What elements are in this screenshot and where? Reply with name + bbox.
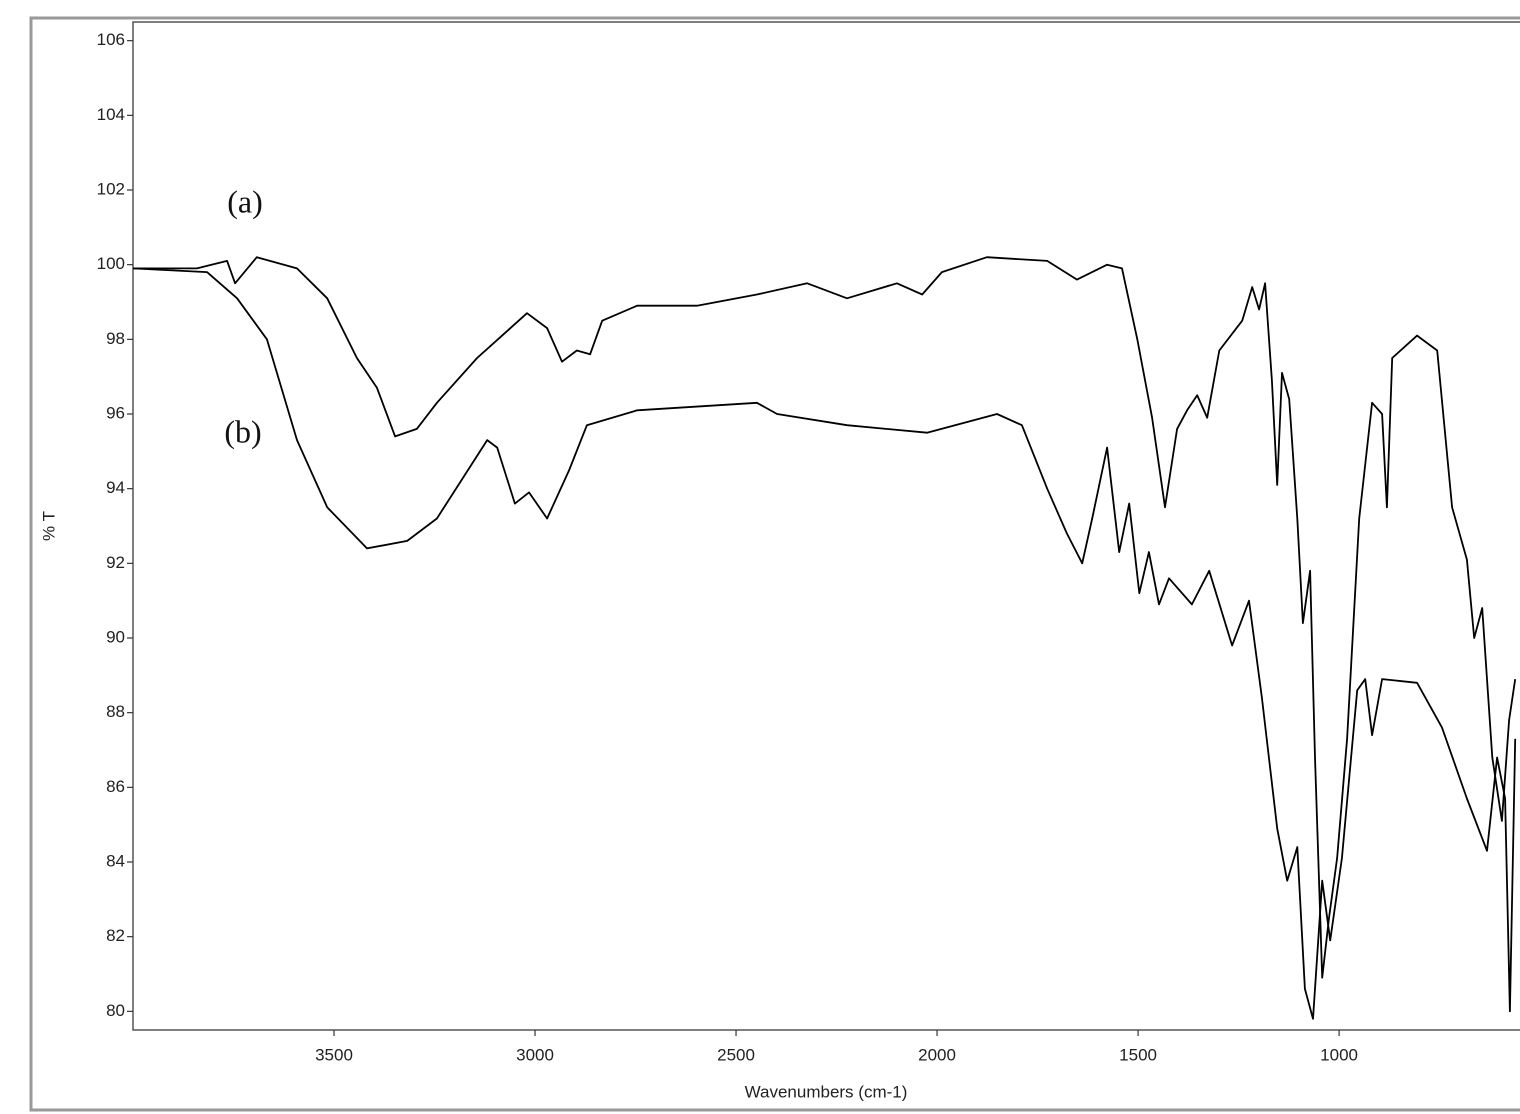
x-tick-label: 1000 xyxy=(1320,1045,1358,1064)
x-tick-label: 2500 xyxy=(717,1045,755,1064)
y-tick-label: 92 xyxy=(106,553,125,572)
y-axis-label: % T xyxy=(39,511,58,541)
y-tick-label: 82 xyxy=(106,926,125,945)
y-tick-label: 96 xyxy=(106,403,125,422)
x-tick-label: 2000 xyxy=(918,1045,956,1064)
y-tick-label: 100 xyxy=(97,254,125,273)
y-tick-label: 106 xyxy=(97,30,125,49)
spectrum-line xyxy=(132,267,1517,1020)
series-label: (b) xyxy=(224,413,261,449)
y-tick-label: 98 xyxy=(106,329,125,348)
y-tick-label: 94 xyxy=(106,478,125,497)
spectrum-line xyxy=(133,256,1517,979)
x-tick-label: 3500 xyxy=(315,1045,353,1064)
y-tick-label: 84 xyxy=(106,851,125,870)
plot-area xyxy=(132,21,1520,1031)
outer-frame xyxy=(29,16,1520,1112)
x-tick-label: 1500 xyxy=(1119,1045,1157,1064)
y-tick-label: 80 xyxy=(106,1001,125,1020)
x-tick-label: 3000 xyxy=(516,1045,554,1064)
series-label: (a) xyxy=(227,183,263,219)
x-axis-label: Wavenumbers (cm-1) xyxy=(745,1082,908,1101)
y-tick-label: 102 xyxy=(97,179,125,198)
y-tick-label: 88 xyxy=(106,702,125,721)
y-tick-label: 90 xyxy=(106,627,125,646)
y-tick-label: 104 xyxy=(97,105,125,124)
y-tick-label: 86 xyxy=(106,777,125,796)
